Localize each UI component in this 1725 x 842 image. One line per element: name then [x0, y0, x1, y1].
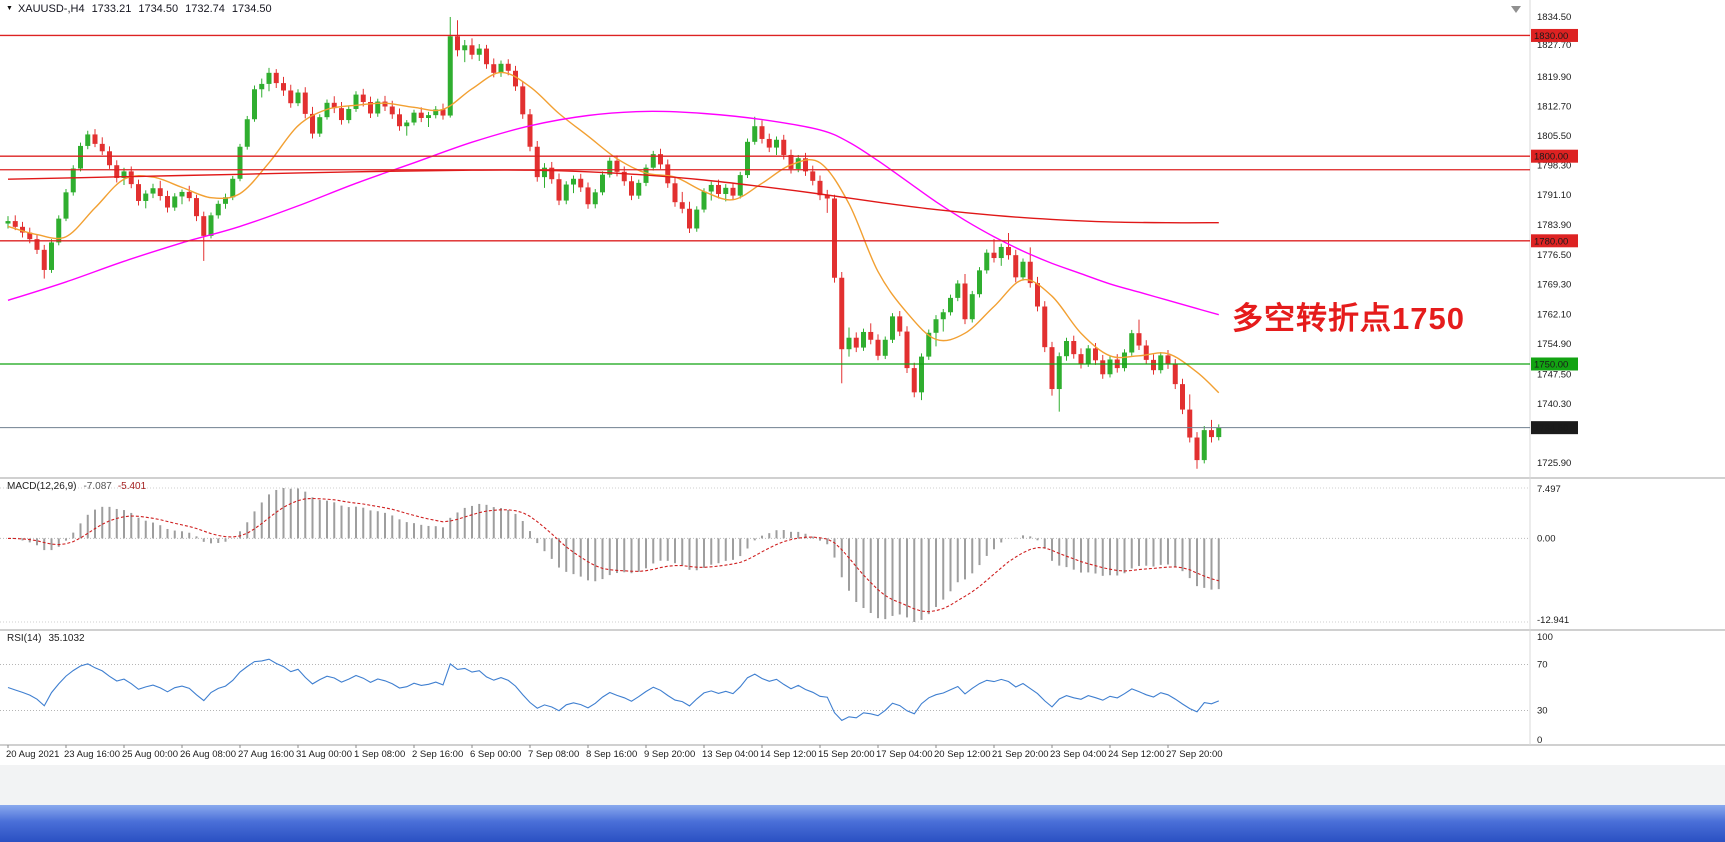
svg-text:23 Aug 16:00: 23 Aug 16:00 — [64, 749, 120, 760]
svg-text:27 Aug 16:00: 27 Aug 16:00 — [238, 749, 294, 760]
svg-text:1734.50: 1734.50 — [1534, 423, 1568, 434]
svg-text:1791.10: 1791.10 — [1537, 190, 1571, 201]
rsi-grid — [0, 664, 1530, 711]
svg-text:1819.90: 1819.90 — [1537, 72, 1571, 83]
macd-indicator-label: MACD(12,26,9) -7.087 -5.401 — [7, 481, 146, 492]
svg-text:1834.50: 1834.50 — [1537, 12, 1571, 23]
svg-text:100: 100 — [1537, 632, 1553, 643]
ohlc-high-value: 1734.50 — [138, 3, 179, 15]
svg-text:1762.10: 1762.10 — [1537, 309, 1571, 320]
symbol-timeframe-label: XAUUSD-,H4 — [17, 3, 85, 15]
svg-text:8 Sep 16:00: 8 Sep 16:00 — [586, 749, 637, 760]
taskbar — [0, 805, 1725, 842]
time-axis-labels: 20 Aug 2021 23 Aug 16:00 25 Aug 00:00 26 Au… — [6, 745, 1223, 760]
svg-text:0.00: 0.00 — [1537, 533, 1556, 544]
rsi-value: 35.1032 — [48, 633, 85, 644]
macd-grid — [0, 487, 1530, 623]
panel-separators — [0, 0, 1725, 746]
ma-fast-orange-line — [7, 71, 1220, 394]
ohlc-low-value: 1732.74 — [185, 3, 225, 15]
svg-text:0: 0 — [1537, 735, 1542, 746]
svg-text:1750.00: 1750.00 — [1534, 360, 1568, 371]
svg-text:2 Sep 16:00: 2 Sep 16:00 — [412, 749, 463, 760]
svg-text:1805.50: 1805.50 — [1537, 131, 1571, 142]
symbol-ohlc-bar: ▼ XAUUSD-,H4 1733.21 1734.50 1732.74 1734.50 — [6, 3, 272, 15]
svg-text:1 Sep 08:00: 1 Sep 08:00 — [354, 749, 405, 760]
svg-text:20 Sep 12:00: 20 Sep 12:00 — [934, 749, 991, 760]
macd-axis-labels: 7.497 0.00 -12.941 — [1537, 484, 1569, 626]
collapse-triangle-icon[interactable]: ▼ — [6, 5, 13, 12]
svg-text:9 Sep 20:00: 9 Sep 20:00 — [644, 749, 695, 760]
rsi-axis-labels: 100 70 30 0 — [1537, 632, 1553, 746]
macd-signal-line — [7, 497, 1219, 613]
candlestick-series — [5, 16, 1222, 469]
svg-text:1827.70: 1827.70 — [1537, 40, 1571, 51]
svg-text:13 Sep 04:00: 13 Sep 04:00 — [702, 749, 759, 760]
svg-text:1769.30: 1769.30 — [1537, 280, 1571, 291]
svg-text:17 Sep 04:00: 17 Sep 04:00 — [876, 749, 933, 760]
ma-mid-magenta-line — [7, 110, 1219, 316]
macd-histogram — [14, 488, 1220, 622]
svg-text:7 Sep 08:00: 7 Sep 08:00 — [528, 749, 579, 760]
svg-text:20 Aug 2021: 20 Aug 2021 — [6, 749, 59, 760]
horizontal-levels — [0, 34, 1530, 429]
price-level-badges: 1830.00 1800.00 1780.00 1750.00 1734.50 — [1531, 28, 1578, 435]
price-axis-labels: 1834.50 1827.70 1819.90 1812.70 1805.50 1798.… — [1537, 12, 1571, 469]
svg-text:24 Sep 12:00: 24 Sep 12:00 — [1108, 749, 1165, 760]
svg-text:1800.00: 1800.00 — [1534, 152, 1568, 163]
current-price-badge — [1531, 421, 1578, 435]
svg-text:26 Aug 08:00: 26 Aug 08:00 — [180, 749, 236, 760]
svg-text:14 Sep 12:00: 14 Sep 12:00 — [760, 749, 817, 760]
rsi-line — [7, 658, 1220, 722]
window-bottom-strip — [0, 765, 1725, 805]
price-chart-area[interactable]: 1834.50 1827.70 1819.90 1812.70 1805.50 1798.… — [0, 0, 1725, 765]
svg-text:1830.00: 1830.00 — [1534, 31, 1568, 42]
svg-text:1754.90: 1754.90 — [1537, 339, 1571, 350]
svg-text:25 Aug 00:00: 25 Aug 00:00 — [122, 749, 178, 760]
macd-main-value: -7.087 — [83, 481, 112, 492]
rsi-indicator-label: RSI(14) 35.1032 — [7, 633, 85, 644]
svg-text:31 Aug 00:00: 31 Aug 00:00 — [296, 749, 352, 760]
svg-text:1780.00: 1780.00 — [1534, 236, 1568, 247]
rsi-name: RSI(14) — [7, 633, 42, 644]
svg-text:1776.50: 1776.50 — [1537, 250, 1571, 261]
svg-text:1740.30: 1740.30 — [1537, 399, 1571, 410]
svg-text:7.497: 7.497 — [1537, 484, 1561, 495]
svg-text:6 Sep 00:00: 6 Sep 00:00 — [470, 749, 521, 760]
svg-text:30: 30 — [1537, 706, 1548, 717]
svg-text:21 Sep 20:00: 21 Sep 20:00 — [992, 749, 1049, 760]
autoscroll-marker-icon[interactable] — [1511, 6, 1521, 13]
svg-text:1798.30: 1798.30 — [1537, 161, 1571, 172]
chart-canvas[interactable]: 1834.50 1827.70 1819.90 1812.70 1805.50 1798.… — [0, 0, 1725, 765]
svg-text:1812.70: 1812.70 — [1537, 102, 1571, 113]
svg-text:1747.50: 1747.50 — [1537, 369, 1571, 380]
svg-text:1725.90: 1725.90 — [1537, 458, 1571, 469]
macd-signal-value: -5.401 — [117, 481, 147, 492]
ohlc-open-value: 1733.21 — [91, 3, 132, 15]
svg-text:27 Sep 20:00: 27 Sep 20:00 — [1166, 749, 1223, 760]
svg-text:15 Sep 20:00: 15 Sep 20:00 — [818, 749, 875, 760]
pivot-annotation-text: 多空转折点1750 — [1232, 301, 1465, 336]
macd-name: MACD(12,26,9) — [7, 481, 77, 492]
svg-text:23 Sep 04:00: 23 Sep 04:00 — [1050, 749, 1107, 760]
svg-text:-12.941: -12.941 — [1537, 615, 1569, 626]
ohlc-close-value: 1734.50 — [231, 3, 272, 15]
ma-slow-red-line — [7, 169, 1219, 224]
svg-text:1783.90: 1783.90 — [1537, 220, 1571, 231]
svg-text:70: 70 — [1537, 660, 1548, 671]
